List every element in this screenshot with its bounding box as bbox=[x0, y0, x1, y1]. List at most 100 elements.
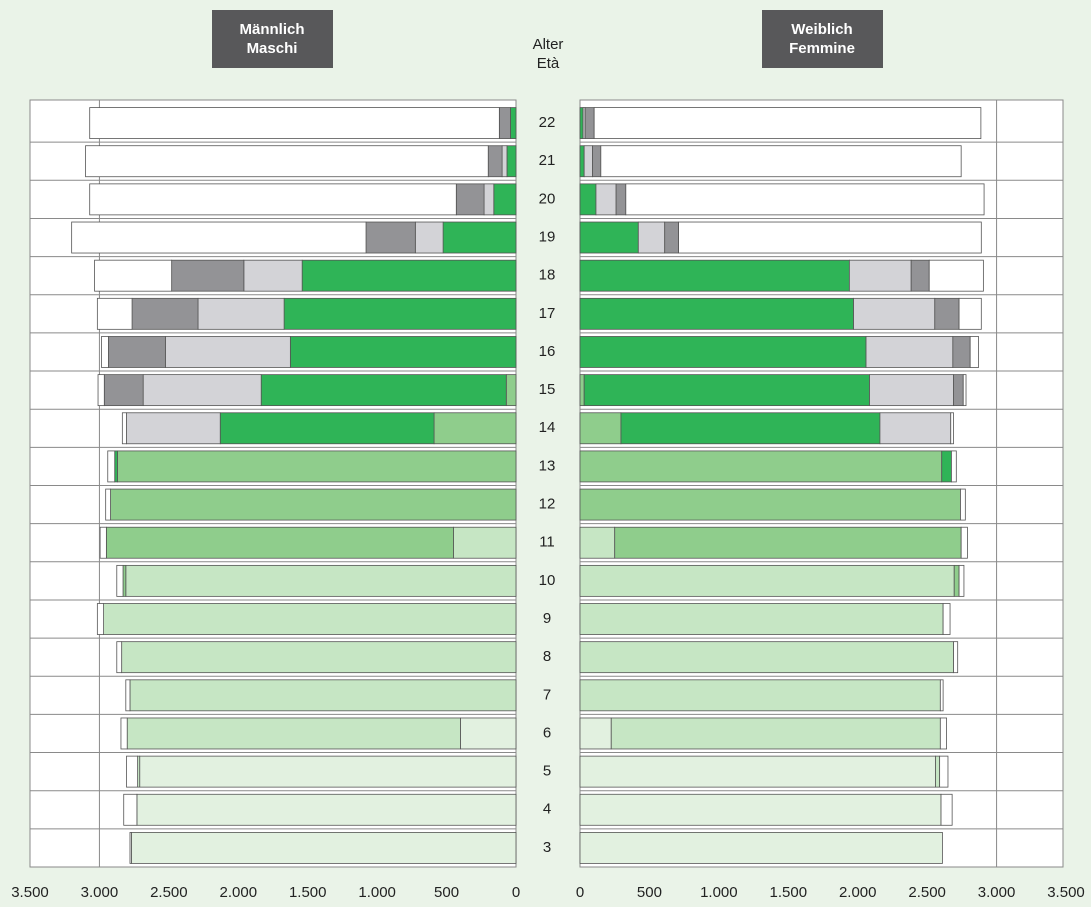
x-tick-label: 1.000 bbox=[700, 884, 738, 901]
bar-segment bbox=[197, 297, 285, 330]
bar-segment bbox=[121, 412, 127, 445]
bar-segment bbox=[584, 107, 595, 139]
bar-segment bbox=[953, 641, 959, 674]
bar-segment bbox=[243, 259, 303, 292]
category-label: 22 bbox=[539, 114, 556, 131]
bar-segment bbox=[125, 679, 131, 712]
bar-segment bbox=[164, 336, 291, 368]
x-tick-label: 2.500 bbox=[150, 884, 188, 901]
category-label: 6 bbox=[543, 724, 551, 741]
bar-segment bbox=[103, 374, 144, 407]
bar-segment bbox=[101, 336, 109, 368]
bar-segment bbox=[941, 450, 952, 483]
bar-segment bbox=[579, 374, 585, 407]
bar-segment bbox=[848, 259, 912, 292]
bar-segment bbox=[579, 488, 961, 521]
bar-segment bbox=[960, 488, 966, 521]
x-tick-label: 0 bbox=[576, 884, 584, 901]
bar-segment bbox=[620, 412, 881, 445]
bar-segment bbox=[433, 412, 517, 445]
panel-title: Männlich bbox=[239, 21, 304, 38]
axis-label: Età bbox=[537, 55, 560, 72]
bar-segment bbox=[583, 145, 593, 178]
bar-segment bbox=[969, 336, 979, 368]
bar-segment bbox=[614, 526, 962, 559]
panel-title: Femmine bbox=[789, 40, 855, 57]
bar-segment bbox=[493, 183, 517, 216]
bar-segment bbox=[116, 564, 124, 597]
bar-segment bbox=[139, 755, 517, 788]
bar-segment bbox=[939, 679, 944, 712]
bar-segment bbox=[595, 183, 617, 216]
category-label: 13 bbox=[539, 457, 556, 474]
bar-segment bbox=[952, 336, 971, 368]
bar-segment bbox=[126, 412, 221, 445]
bar-segment bbox=[664, 221, 679, 254]
bar-segment bbox=[579, 297, 854, 330]
bar-segment bbox=[935, 755, 941, 788]
category-label: 19 bbox=[539, 228, 556, 245]
bar-segment bbox=[592, 145, 602, 178]
bar-segment bbox=[219, 412, 435, 445]
category-label: 18 bbox=[539, 267, 556, 284]
bar-segment bbox=[129, 679, 517, 712]
bar-segment bbox=[600, 145, 962, 178]
bar-segment bbox=[950, 412, 954, 445]
bar-segment bbox=[131, 297, 199, 330]
bar-segment bbox=[678, 221, 982, 254]
bar-segment bbox=[283, 297, 517, 330]
bar-segment bbox=[121, 641, 517, 674]
category-label: 21 bbox=[539, 152, 556, 169]
bar-segment bbox=[498, 107, 511, 139]
bar-segment bbox=[289, 336, 517, 368]
bar-segment bbox=[953, 374, 964, 407]
category-label: 10 bbox=[539, 572, 556, 589]
bar-segment bbox=[579, 832, 943, 864]
bar-segment bbox=[579, 755, 936, 788]
x-tick-label: 0 bbox=[512, 884, 520, 901]
bar-segment bbox=[103, 603, 517, 635]
bar-segment bbox=[99, 526, 107, 559]
bar-segment bbox=[510, 107, 517, 139]
bar-segment bbox=[853, 297, 936, 330]
bar-segment bbox=[579, 412, 622, 445]
bar-segment bbox=[869, 374, 954, 407]
x-tick-label: 1.500 bbox=[770, 884, 808, 901]
bar-segment bbox=[939, 717, 947, 750]
bar-segment bbox=[126, 717, 461, 750]
bar-segment bbox=[365, 221, 416, 254]
bar-segment bbox=[455, 183, 485, 216]
x-tick-label: 2.000 bbox=[220, 884, 258, 901]
bar-segment bbox=[142, 374, 262, 407]
bar-segment bbox=[928, 259, 984, 292]
x-tick-label: 500 bbox=[434, 884, 459, 901]
bar-segment bbox=[122, 564, 127, 597]
category-label: 9 bbox=[543, 610, 551, 627]
bar-segment bbox=[579, 641, 954, 674]
bar-segment bbox=[879, 412, 952, 445]
bar-segment bbox=[951, 450, 957, 483]
bar-segment bbox=[89, 107, 500, 139]
bar-segment bbox=[615, 183, 627, 216]
category-label: 4 bbox=[543, 801, 551, 818]
bar-segment bbox=[579, 107, 584, 139]
bar-segment bbox=[579, 603, 944, 635]
bar-segment bbox=[96, 603, 104, 635]
header-box bbox=[212, 10, 333, 68]
bar-segment bbox=[126, 755, 139, 788]
panel-title: Maschi bbox=[247, 40, 298, 57]
bar-segment bbox=[579, 259, 850, 292]
bar-segment bbox=[94, 259, 173, 292]
x-tick-label: 1.000 bbox=[358, 884, 396, 901]
x-tick-label: 3.000 bbox=[81, 884, 119, 901]
bar-segment bbox=[593, 107, 982, 139]
header-box bbox=[762, 10, 883, 68]
bar-segment bbox=[123, 793, 138, 826]
bar-segment bbox=[130, 832, 517, 864]
category-label: 7 bbox=[543, 686, 551, 703]
bar-segment bbox=[483, 183, 495, 216]
bar-segment bbox=[129, 832, 132, 864]
category-label: 14 bbox=[539, 419, 556, 436]
x-tick-label: 2.000 bbox=[839, 884, 877, 901]
